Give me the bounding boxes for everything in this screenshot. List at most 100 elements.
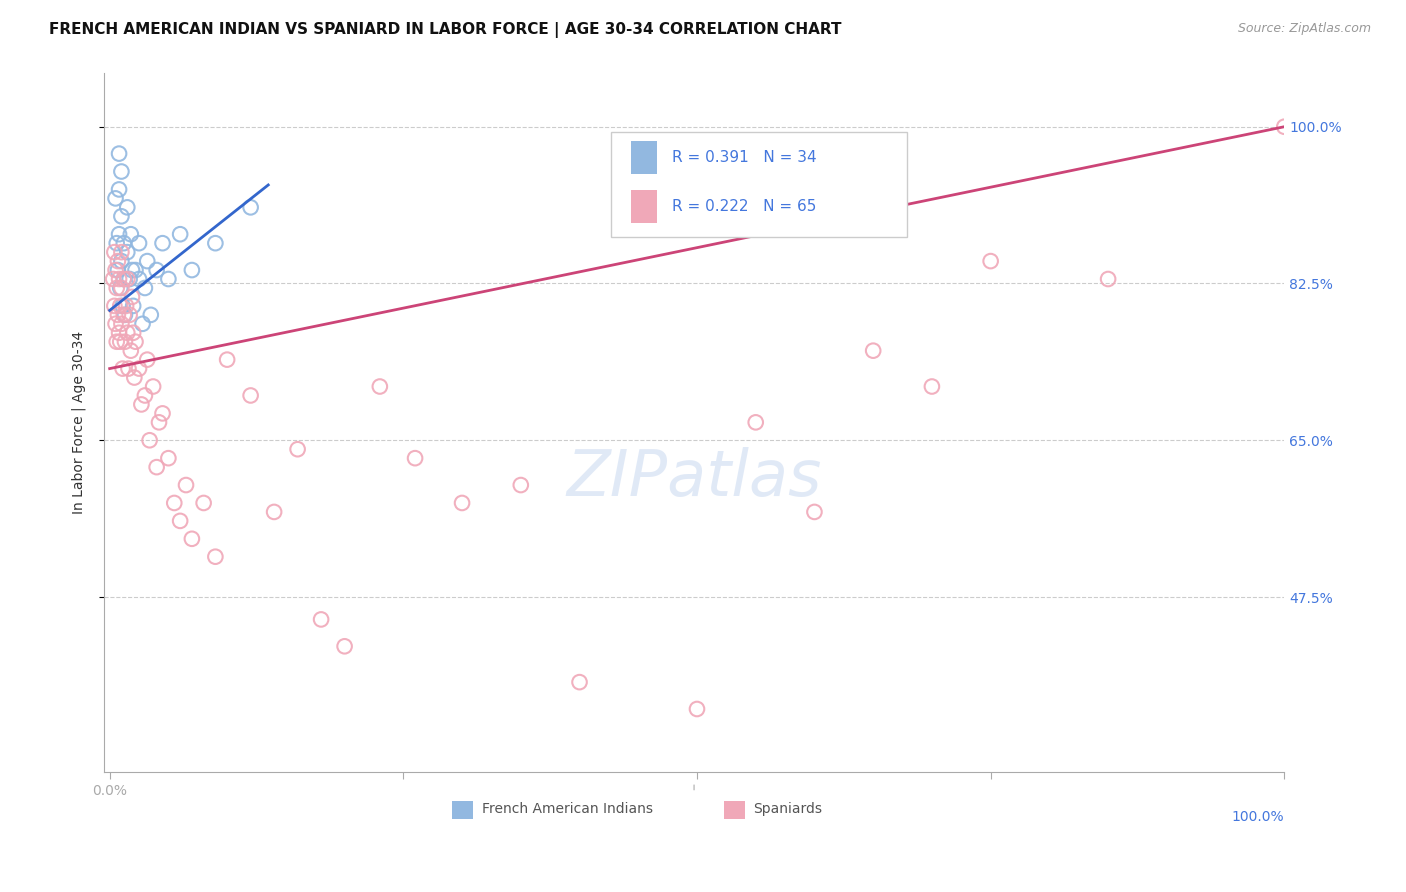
Point (404, 451, 426, 466)
Point (107, 263, 129, 277)
Point (108, 146, 131, 161)
Point (333, 640, 356, 654)
Point (104, 191, 127, 205)
Point (193, 496, 215, 510)
Point (309, 612, 332, 626)
Point (112, 308, 135, 322)
Point (128, 272, 150, 286)
Point (239, 200, 262, 214)
Point (142, 379, 165, 393)
Y-axis label: In Labor Force | Age 30-34: In Labor Force | Age 30-34 (72, 331, 86, 514)
Point (120, 227, 142, 242)
Point (112, 272, 135, 286)
Point (509, 478, 531, 492)
Point (263, 505, 285, 519)
Point (105, 281, 128, 295)
Point (803, 505, 825, 519)
Point (287, 442, 309, 457)
Point (148, 415, 170, 429)
Point (169, 514, 191, 528)
Point (204, 549, 226, 564)
Point (744, 415, 766, 429)
Point (110, 254, 132, 268)
FancyBboxPatch shape (631, 190, 658, 223)
Point (107, 308, 129, 322)
Point (108, 272, 131, 286)
Point (115, 299, 138, 313)
Point (163, 496, 186, 510)
Text: French American Indians: French American Indians (482, 803, 652, 816)
Point (105, 334, 128, 349)
FancyBboxPatch shape (631, 141, 658, 174)
Point (139, 308, 162, 322)
Point (118, 272, 141, 286)
Point (110, 334, 132, 349)
FancyBboxPatch shape (612, 132, 907, 237)
Point (114, 334, 136, 349)
Text: Spaniards: Spaniards (754, 803, 823, 816)
Point (204, 236, 226, 251)
Point (120, 343, 142, 358)
Point (157, 272, 180, 286)
Point (128, 361, 150, 376)
Point (117, 361, 139, 376)
Point (108, 182, 131, 196)
Point (110, 281, 132, 295)
Text: ZIPatlas: ZIPatlas (567, 447, 821, 509)
Point (136, 254, 159, 268)
FancyBboxPatch shape (724, 801, 745, 819)
Point (124, 334, 146, 349)
Point (862, 343, 884, 358)
Point (110, 317, 132, 331)
Point (117, 245, 139, 260)
Point (451, 496, 474, 510)
Point (103, 299, 125, 313)
Point (112, 236, 135, 251)
Point (239, 388, 262, 402)
Point (110, 164, 132, 178)
Text: Source: ZipAtlas.com: Source: ZipAtlas.com (1237, 22, 1371, 36)
Point (103, 245, 125, 260)
Point (110, 245, 132, 260)
Point (122, 299, 145, 313)
Point (686, 702, 709, 716)
Text: R = 0.391   N = 34: R = 0.391 N = 34 (672, 150, 817, 165)
Point (145, 460, 167, 475)
Point (121, 263, 143, 277)
Point (169, 227, 191, 242)
Point (124, 263, 146, 277)
Point (131, 317, 153, 331)
Point (105, 236, 128, 251)
Point (117, 272, 139, 286)
Point (1272, 120, 1295, 134)
Point (111, 299, 134, 313)
Text: 100.0%: 100.0% (1232, 810, 1284, 824)
Text: R = 0.222   N = 65: R = 0.222 N = 65 (672, 199, 815, 214)
Point (921, 379, 943, 393)
Point (152, 406, 174, 420)
Text: FRENCH AMERICAN INDIAN VS SPANIARD IN LABOR FORCE | AGE 30-34 CORRELATION CHART: FRENCH AMERICAN INDIAN VS SPANIARD IN LA… (49, 22, 842, 38)
Point (104, 263, 127, 277)
Point (108, 326, 131, 340)
Point (134, 388, 156, 402)
Point (134, 281, 156, 295)
Point (108, 227, 131, 242)
Point (145, 263, 167, 277)
Point (107, 254, 129, 268)
Point (110, 299, 132, 313)
Point (180, 263, 202, 277)
Point (104, 317, 127, 331)
Point (114, 308, 136, 322)
Point (136, 352, 159, 367)
Point (138, 434, 160, 448)
Point (124, 370, 146, 384)
Point (568, 675, 591, 690)
Point (152, 236, 174, 251)
Point (103, 272, 125, 286)
Point (121, 290, 143, 304)
FancyBboxPatch shape (453, 801, 474, 819)
Point (180, 532, 202, 546)
Point (118, 308, 141, 322)
Point (110, 281, 132, 295)
Point (117, 200, 139, 214)
